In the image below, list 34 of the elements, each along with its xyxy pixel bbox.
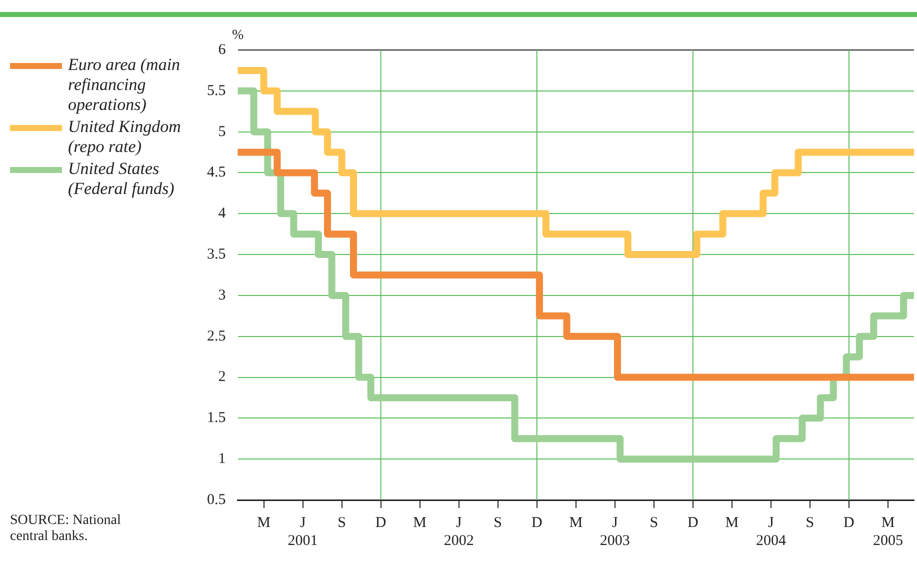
x-tick-label: J 2004 [756, 514, 786, 549]
legend-label: Euro area (main refinancing operations) [68, 55, 182, 115]
y-tick-label: 2.5 [207, 328, 226, 344]
y-tick-label: 6 [218, 42, 226, 58]
x-tick-label: S [806, 514, 814, 531]
x-tick-label: S [494, 514, 502, 531]
x-tick-label: M 2005 [872, 514, 903, 549]
y-tick-label: 3 [218, 287, 226, 304]
source-note: SOURCE: National central banks. [10, 513, 122, 545]
x-tick-label: D [375, 514, 386, 531]
x-tick-label: J 2001 [288, 514, 318, 549]
y-tick-label: 0.5 [207, 492, 226, 508]
x-tick-label: M [725, 514, 739, 531]
y-axis-title: % [232, 28, 244, 44]
y-tick-label: 3.5 [207, 246, 226, 262]
y-tick-label: 4.5 [207, 164, 226, 181]
y-tick-label: 1 [218, 451, 226, 468]
x-tick-label: S [650, 514, 658, 531]
x-tick-label: D [844, 514, 855, 531]
x-tick-label: M [569, 514, 583, 531]
x-tick-label: M [413, 514, 426, 531]
legend-label: United States (Federal funds) [68, 159, 176, 199]
x-tick-label: D [531, 514, 542, 531]
x-tick-label: D [687, 514, 698, 531]
y-tick-label: 2 [218, 369, 226, 386]
y-tick-label: 4 [218, 206, 226, 222]
x-tick-label: M [257, 514, 270, 531]
x-tick-label: S [338, 514, 346, 531]
y-tick-label: 1.5 [207, 410, 226, 426]
x-tick-label: J 2003 [600, 514, 630, 549]
x-tick-label: J 2002 [444, 514, 474, 549]
y-tick-label: 5.5 [207, 82, 226, 99]
legend-label: United Kingdom (repo rate) [68, 117, 182, 157]
y-tick-label: 5 [218, 124, 226, 140]
